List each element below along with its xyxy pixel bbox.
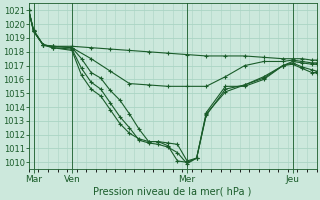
X-axis label: Pression niveau de la mer( hPa ): Pression niveau de la mer( hPa ): [93, 187, 252, 197]
